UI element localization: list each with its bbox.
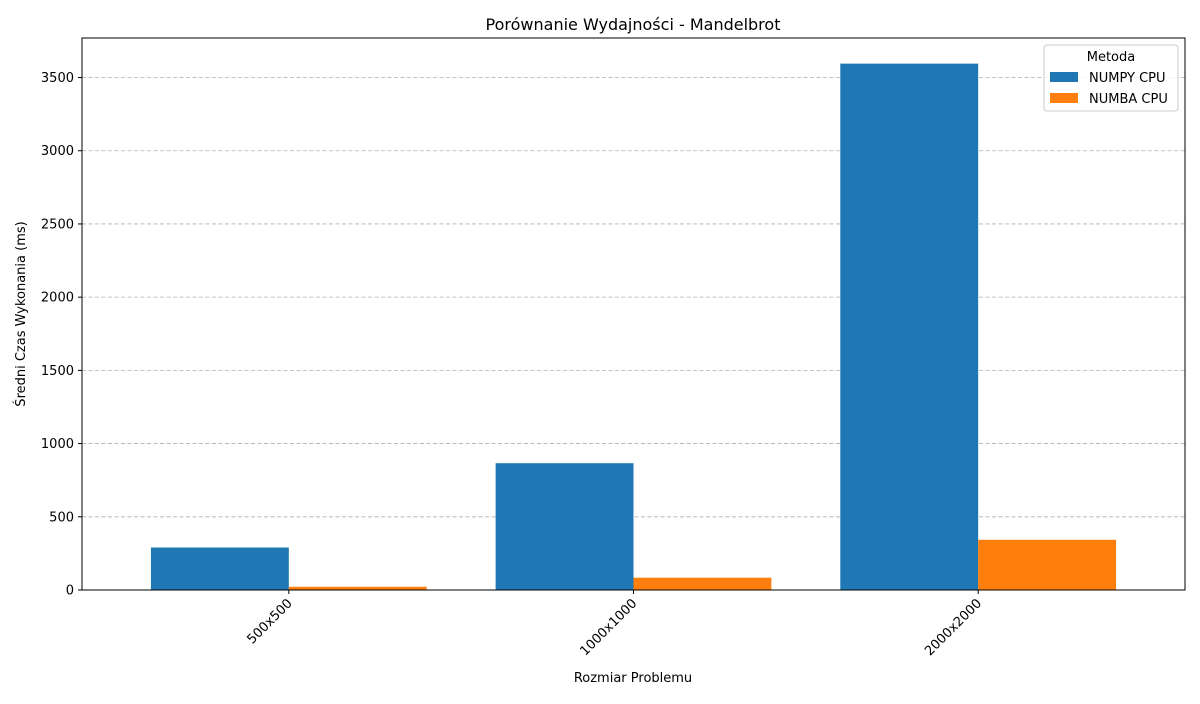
y-tick-label: 3500 xyxy=(41,71,74,86)
y-tick-label: 2000 xyxy=(41,291,74,306)
y-tick-label: 2500 xyxy=(41,217,74,232)
y-tick-label: 1500 xyxy=(41,364,74,379)
bar-numpy-cpu-2 xyxy=(840,63,979,590)
legend-title: Metoda xyxy=(1087,50,1135,65)
gridlines xyxy=(82,77,1185,518)
x-tick-label: 1000x1000 xyxy=(577,596,640,659)
x-tick-label: 2000x2000 xyxy=(922,596,985,659)
chart-title: Porównanie Wydajności - Mandelbrot xyxy=(486,15,781,34)
legend-swatch xyxy=(1050,93,1078,103)
bar-numpy-cpu-1 xyxy=(495,463,634,590)
legend-label: NUMBA CPU xyxy=(1089,92,1168,107)
bar-numba-cpu-0 xyxy=(288,586,427,590)
bar-numba-cpu-1 xyxy=(633,577,772,590)
legend-swatch xyxy=(1050,72,1078,82)
x-axis-label: Rozmiar Problemu xyxy=(574,671,692,686)
y-axis-label: Średni Czas Wykonania (ms) xyxy=(13,221,29,406)
y-tick-label: 3000 xyxy=(41,144,74,159)
y-tick-label: 1000 xyxy=(41,437,74,452)
legend-label: NUMPY CPU xyxy=(1089,71,1166,86)
x-tick-label: 500x500 xyxy=(244,596,295,647)
legend-items: NUMPY CPU NUMBA CPU xyxy=(1050,71,1168,107)
bar-numpy-cpu-0 xyxy=(150,547,289,590)
y-tick-label: 500 xyxy=(49,510,74,525)
y-tick-label: 0 xyxy=(66,584,74,599)
bars xyxy=(150,63,1117,590)
y-axis: 0 500 1000 1500 2000 2500 3000 3500 xyxy=(41,71,82,599)
legend: Metoda NUMPY CPU NUMBA CPU xyxy=(1043,44,1179,112)
x-axis: 500x500 1000x1000 2000x2000 xyxy=(244,590,985,659)
bar-numba-cpu-2 xyxy=(978,539,1117,590)
